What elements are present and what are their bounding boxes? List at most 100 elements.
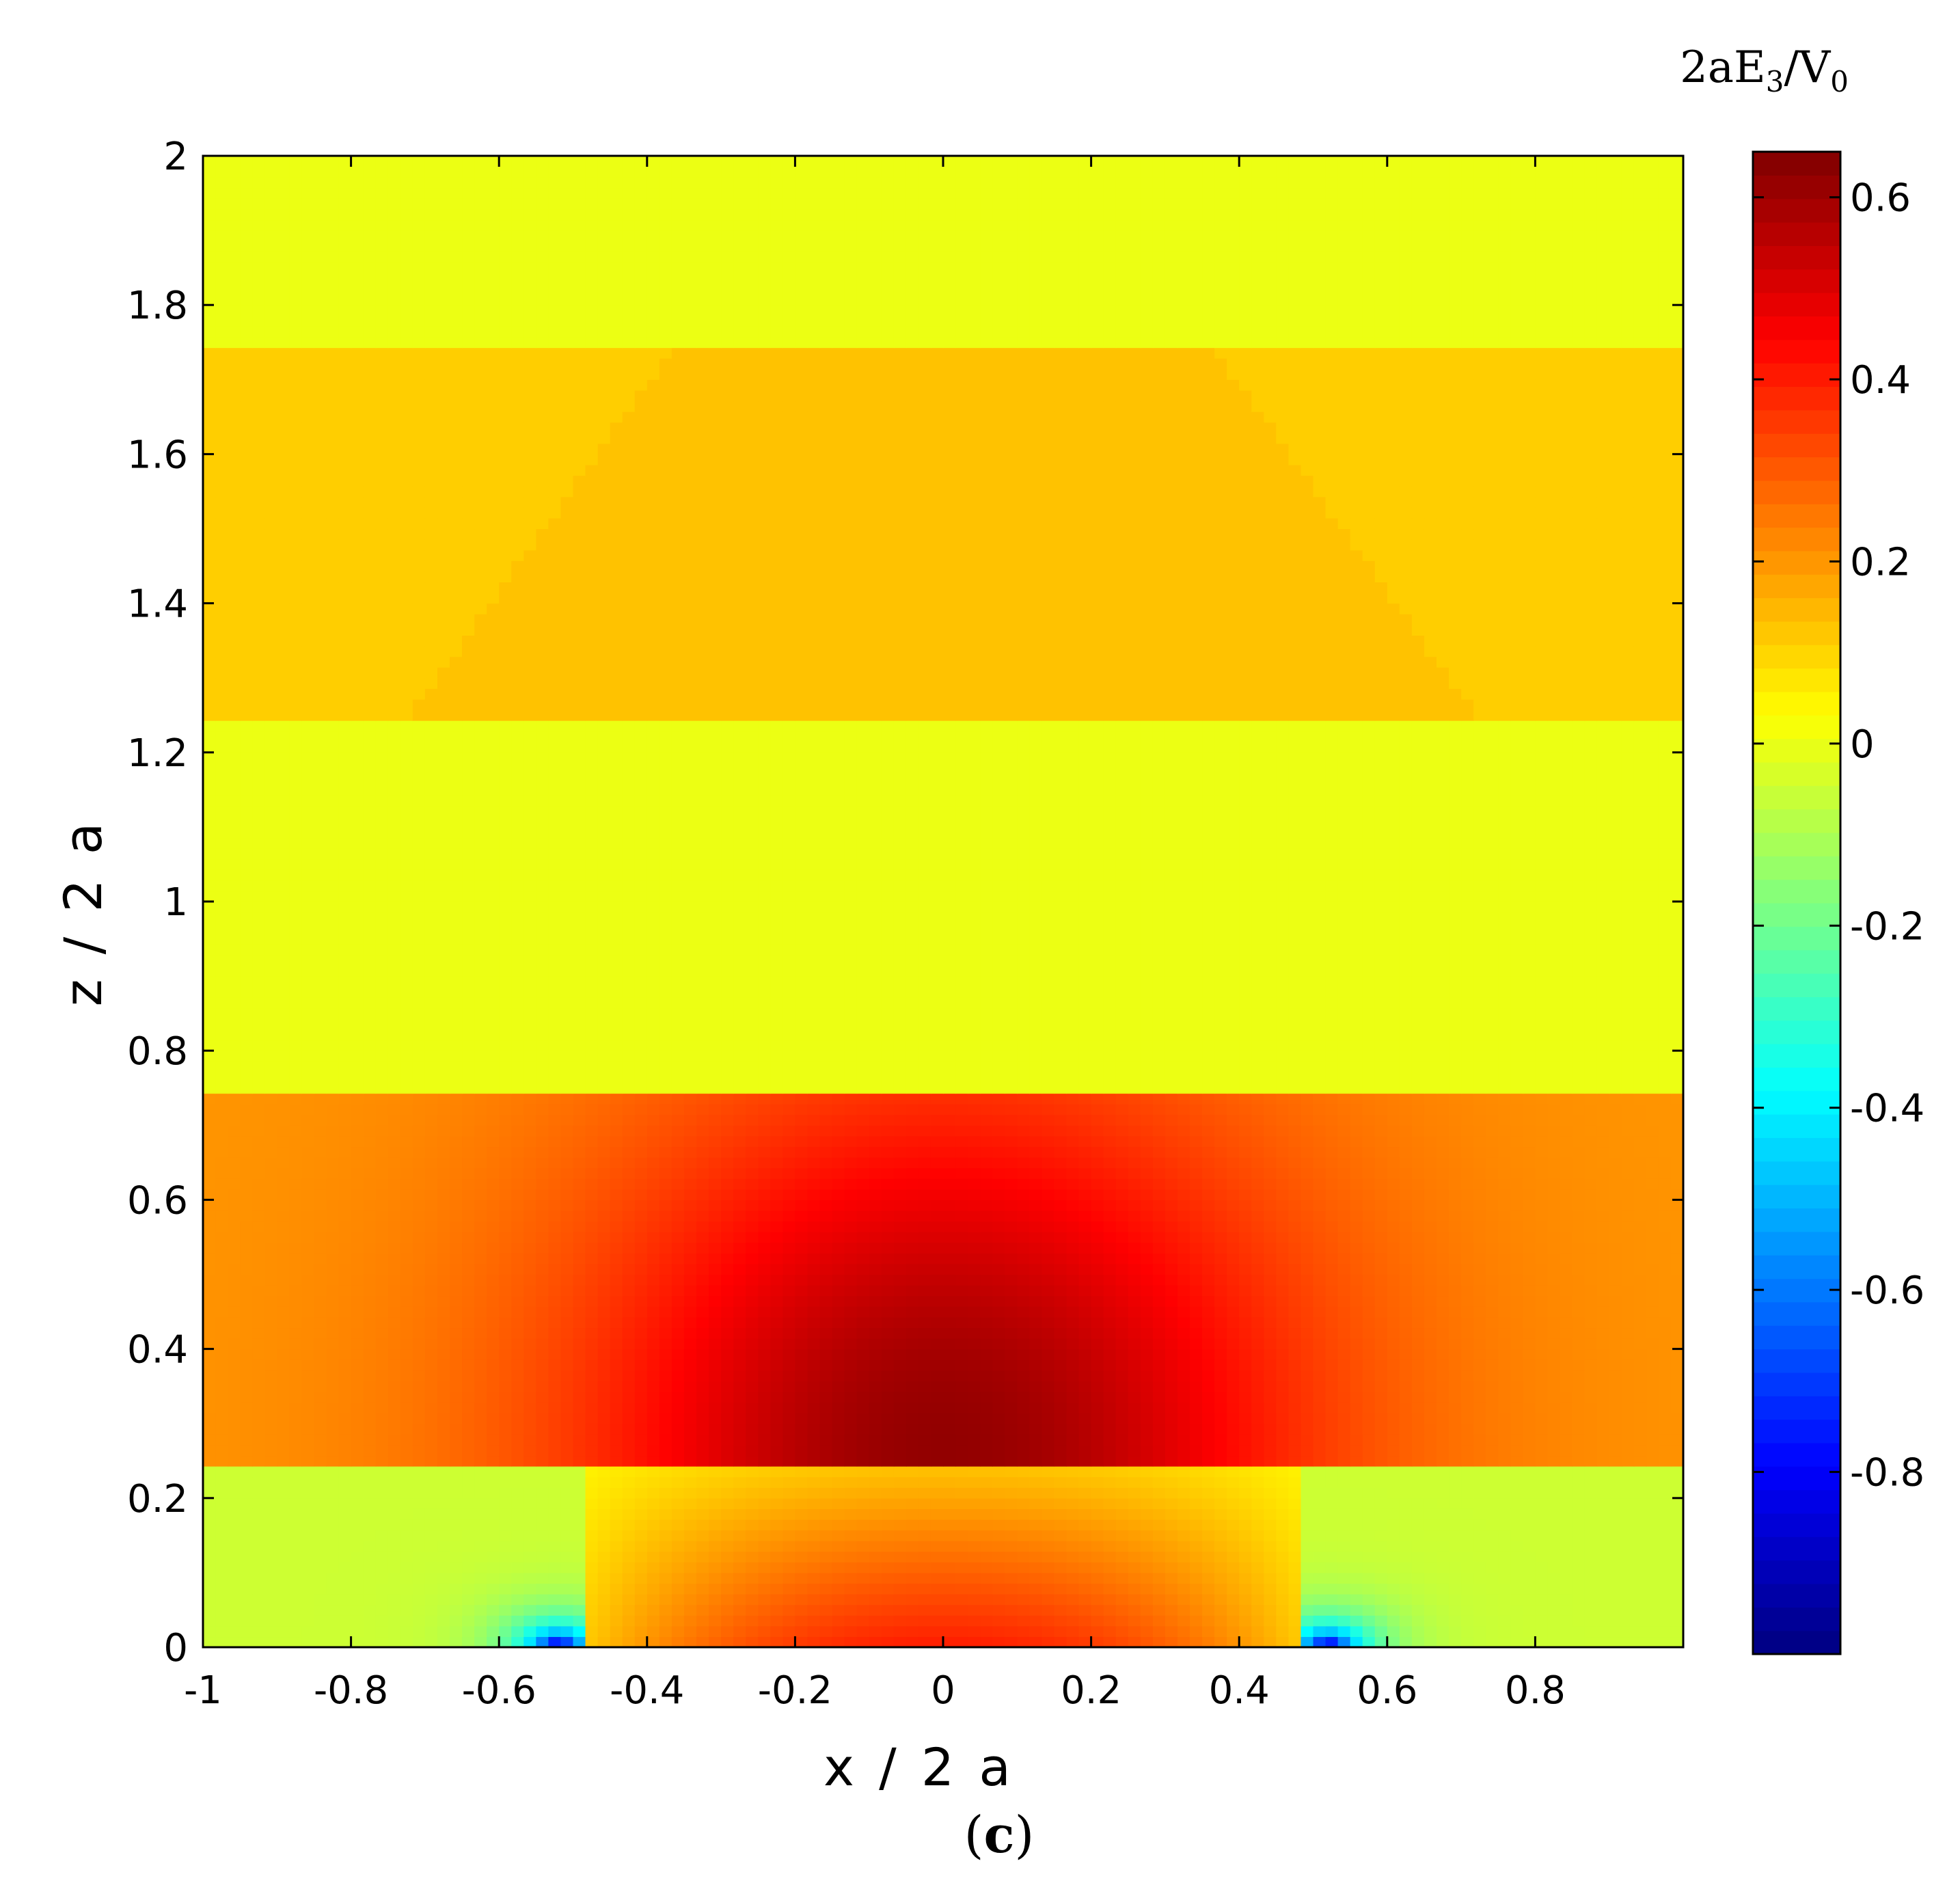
heatmap-cell: [1535, 1370, 1549, 1381]
heatmap-cell: [671, 1423, 685, 1435]
heatmap-cell: [795, 1636, 808, 1648]
heatmap-cell: [1633, 1434, 1647, 1446]
heatmap-cell: [1128, 1316, 1141, 1329]
heatmap-cell: [832, 1381, 845, 1392]
heatmap-cell: [1633, 1615, 1647, 1627]
heatmap-cell: [1214, 1359, 1227, 1371]
heatmap-cell: [1523, 1253, 1536, 1264]
heatmap-cell: [1128, 1327, 1141, 1339]
heatmap-cell: [1424, 1583, 1437, 1595]
heatmap-cell: [424, 1413, 438, 1424]
heatmap-cell: [573, 1476, 586, 1488]
heatmap-cell: [314, 1210, 327, 1222]
heatmap-cell: [1239, 1316, 1252, 1329]
heatmap-cell: [893, 1625, 907, 1638]
heatmap-cell: [1449, 1604, 1462, 1616]
heatmap-cell: [1437, 1487, 1449, 1499]
heatmap-cell: [646, 1434, 660, 1446]
heatmap-cell: [1227, 1349, 1240, 1360]
heatmap-cell: [1301, 1349, 1314, 1360]
heatmap-cell: [696, 1466, 709, 1478]
heatmap-cell: [782, 1498, 795, 1509]
heatmap-cell: [1251, 1381, 1264, 1392]
heatmap-cell: [499, 1487, 512, 1499]
heatmap-cell: [338, 1498, 352, 1509]
heatmap-cell: [314, 1370, 327, 1381]
heatmap-cell: [733, 1423, 746, 1435]
heatmap-cell: [487, 1381, 500, 1392]
heatmap-cell: [782, 1402, 795, 1413]
heatmap-cell: [610, 1562, 623, 1573]
heatmap-cell: [1411, 1349, 1425, 1360]
heatmap-cell: [412, 1391, 426, 1403]
heatmap-cell: [585, 1381, 599, 1392]
heatmap-cell: [943, 1562, 956, 1573]
heatmap-cell: [758, 1444, 771, 1457]
heatmap-cell: [314, 1466, 327, 1478]
heatmap-cell: [499, 1242, 512, 1254]
heatmap-cell: [499, 1359, 512, 1371]
heatmap-cell: [955, 1338, 968, 1350]
heatmap-cell: [1411, 1221, 1425, 1232]
heatmap-cell: [807, 1349, 821, 1360]
heatmap-cell: [437, 1476, 450, 1488]
heatmap-cell: [1337, 1381, 1351, 1392]
heatmap-cell: [387, 1338, 401, 1350]
heatmap-cell: [338, 1541, 352, 1552]
heatmap-cell: [1658, 1253, 1672, 1264]
heatmap-cell: [487, 1498, 500, 1509]
heatmap-cell: [1115, 1615, 1129, 1627]
heatmap-cell: [1584, 1476, 1598, 1488]
heatmap-cell: [487, 1604, 500, 1616]
heatmap-cell: [683, 1530, 697, 1541]
heatmap-cell: [807, 1221, 821, 1232]
heatmap-cell: [980, 1370, 993, 1381]
heatmap-cell: [659, 1306, 672, 1318]
heatmap-cell: [1498, 1306, 1511, 1318]
heatmap-cell: [1387, 1316, 1400, 1329]
heatmap-cell: [1621, 1413, 1635, 1424]
heatmap-cell: [795, 1338, 808, 1350]
heatmap-cell: [1301, 1562, 1314, 1573]
heatmap-cell: [671, 1210, 685, 1222]
heatmap-cell: [1633, 1402, 1647, 1413]
heatmap-cell: [758, 1562, 771, 1573]
heatmap-cell: [228, 1210, 241, 1222]
heatmap-cell: [1165, 1285, 1178, 1297]
heatmap-cell: [1411, 1253, 1425, 1264]
heatmap-cell: [1399, 1253, 1413, 1264]
heatmap-cell: [412, 1381, 426, 1392]
heatmap-cell: [523, 1498, 536, 1509]
heatmap-cell: [400, 1541, 413, 1552]
heatmap-cell: [1227, 1381, 1240, 1392]
heatmap-cell: [980, 1434, 993, 1446]
heatmap-cell: [1251, 1444, 1264, 1457]
heatmap-cell: [733, 1381, 746, 1392]
heatmap-cell: [1387, 1242, 1400, 1254]
heatmap-cell: [560, 1423, 574, 1435]
heatmap-cell: [671, 1295, 685, 1307]
heatmap-cell: [301, 1413, 315, 1424]
heatmap-cell: [1486, 1285, 1499, 1297]
heatmap-cell: [597, 1530, 611, 1541]
heatmap-cell: [906, 1508, 919, 1520]
heatmap-cell: [1362, 1402, 1376, 1413]
heatmap-cell: [819, 1583, 833, 1595]
heatmap-cell: [1621, 1615, 1635, 1627]
heatmap-cell: [1609, 1285, 1622, 1297]
heatmap-cell: [1227, 1562, 1240, 1573]
heatmap-cell: [424, 1487, 438, 1499]
heatmap-cell: [215, 1295, 228, 1307]
heatmap-cell: [1202, 1285, 1215, 1297]
heatmap-cell: [523, 1242, 536, 1254]
heatmap-cell: [1621, 1541, 1635, 1552]
heatmap-cell: [795, 1349, 808, 1360]
heatmap-cell: [228, 1413, 241, 1424]
heatmap-cell: [1572, 1349, 1585, 1360]
heatmap-cell: [1461, 1444, 1474, 1457]
heatmap-cell: [511, 1391, 524, 1403]
heatmap-cell: [240, 1370, 253, 1381]
heatmap-cell: [1633, 1541, 1647, 1552]
heatmap-cell: [1646, 1338, 1659, 1350]
heatmap-cell: [1498, 1274, 1511, 1286]
